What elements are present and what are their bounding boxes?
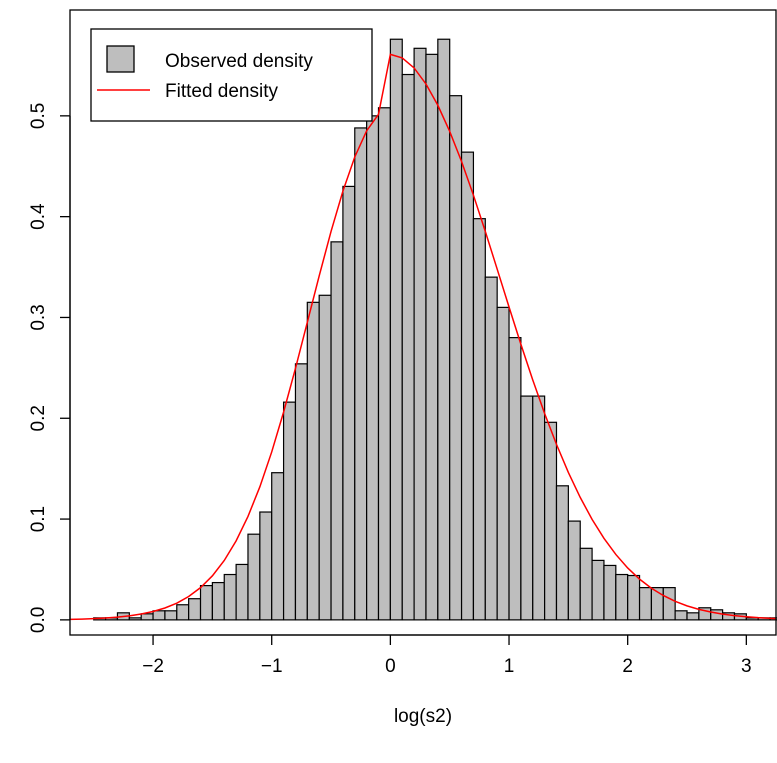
x-tick-label: 2 [622,656,633,677]
x-axis: −2 −1 0 1 2 3 [142,634,752,677]
histogram-bar [603,564,617,621]
histogram-bar [638,587,653,621]
histogram-bar [544,421,558,621]
histogram-bar [164,610,178,621]
histogram-bar [223,573,237,621]
histogram-bar [591,559,605,621]
histogram-bar [674,610,688,621]
histogram-bar [472,218,486,621]
histogram-bar [413,47,427,621]
histogram-bar [508,337,522,621]
histogram-bar [294,363,308,621]
y-axis: 0.0 0.1 0.2 0.3 0.4 0.5 [28,103,71,633]
x-tick-label: 0 [385,656,396,677]
histogram-bar [354,127,368,621]
histogram-bar [247,533,261,621]
y-tick-label: 0.5 [28,103,49,129]
x-tick-label: 3 [741,656,752,677]
histogram-bar [211,581,225,621]
histogram-bar [188,598,202,621]
histogram-bar [615,573,629,621]
y-tick-label: 0.0 [28,607,49,633]
x-axis-label: log(s2) [394,706,452,727]
histogram-bar [449,95,463,621]
histogram-bar [627,574,641,621]
histogram-bar [579,547,593,621]
y-tick-label: 0.3 [28,304,49,330]
legend-label-fitted: Fitted density [165,81,278,102]
histogram-bar [176,604,190,621]
histogram-bar [710,609,724,621]
x-tick-label: 1 [504,656,515,677]
histogram-bar [567,520,581,621]
x-tick-label: −1 [261,656,283,677]
histogram-bar [555,485,569,621]
y-tick-label: 0.1 [28,506,49,532]
histogram-bar [140,613,154,621]
histogram-bar [366,115,380,621]
histogram-bar [460,151,475,621]
histogram-bar [128,617,142,621]
histogram-bar [259,511,273,621]
legend-swatch-observed [106,45,135,73]
histogram-bar [377,107,391,621]
histogram-bars [93,38,777,621]
histogram-bar [306,301,320,621]
histogram-bar [425,53,439,621]
histogram-bar [342,185,356,621]
histogram-bar [318,294,332,621]
histogram-bar [686,612,700,621]
histogram-bar [235,563,249,621]
histogram-bar [199,584,213,621]
y-tick-label: 0.4 [28,203,49,230]
legend: Observed density Fitted density [90,28,373,122]
histogram-bar [496,306,510,621]
legend-label-observed: Observed density [165,51,313,72]
histogram-bar [152,610,166,621]
histogram-bar [282,401,297,621]
histogram-bar [401,73,415,621]
histogram-bar [330,241,344,621]
histogram-bar [520,395,534,621]
y-tick-label: 0.2 [28,405,49,431]
histogram-bar [532,395,546,621]
histogram-bar [484,276,498,621]
histogram-bar [389,38,403,621]
legend-box [90,28,373,122]
x-tick-label: −2 [142,656,164,677]
fitted-density-line [69,53,777,621]
histogram-bar [271,472,285,621]
histogram-bar [662,587,676,621]
